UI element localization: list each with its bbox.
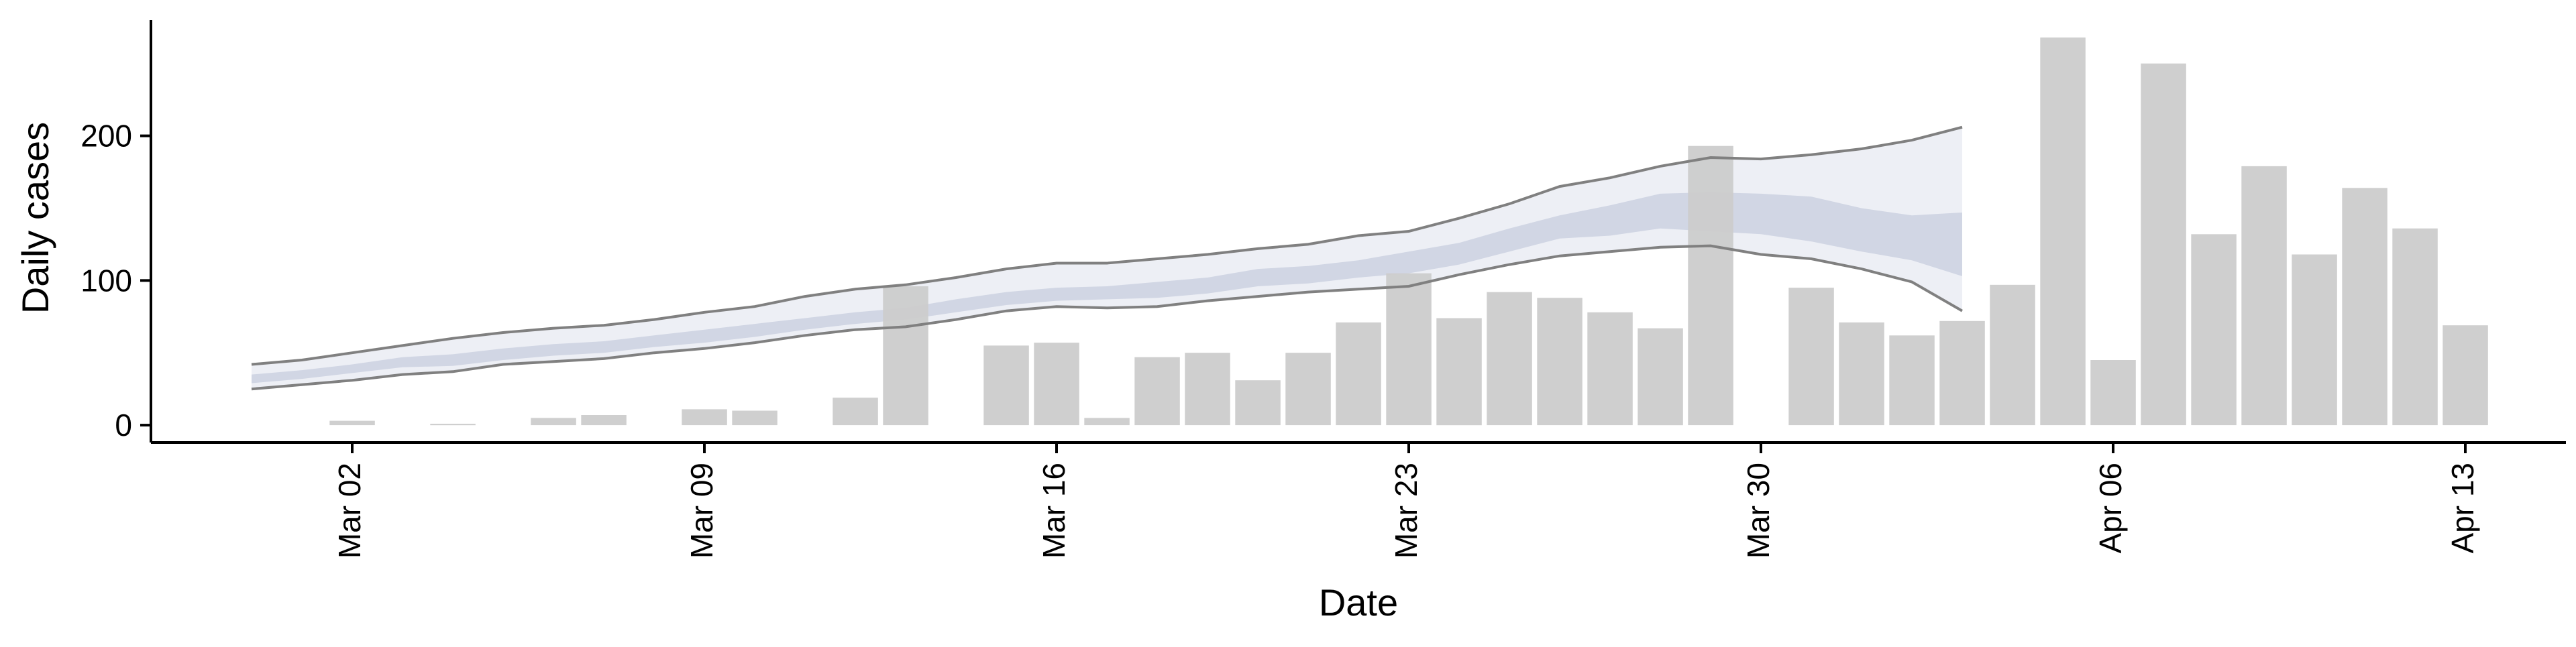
bar-2020-03-18 [1134, 357, 1180, 426]
bar-2020-03-07 [581, 415, 627, 426]
bar-2020-04-03 [1939, 320, 1985, 426]
y-axis-title: Daily cases [14, 122, 56, 314]
interval-band-90-area [252, 127, 1962, 390]
bar-2020-04-12 [2392, 228, 2438, 426]
bar-2020-04-09 [2241, 166, 2287, 426]
interval-band-50 [252, 192, 1962, 384]
x-axis-title: Date [1319, 581, 1398, 624]
interval-band-90 [252, 127, 1962, 390]
bar-2020-03-22 [1336, 322, 1381, 426]
bar-2020-03-02 [329, 420, 375, 426]
bar-2020-04-05 [2040, 37, 2086, 426]
bar-2020-03-28 [1638, 328, 1683, 426]
bar-2020-03-12 [833, 398, 878, 426]
bar-2020-04-10 [2292, 254, 2337, 426]
bar-2020-03-20 [1235, 380, 1281, 426]
y-ticks: 0 100 200 [80, 119, 151, 443]
bar-2020-04-11 [2342, 188, 2387, 426]
bar-group [329, 37, 2488, 426]
lower-interval-line [251, 244, 1963, 391]
bar-2020-04-02 [1889, 335, 1935, 426]
bar-2020-03-29 [1688, 145, 1733, 426]
x-tick-label: Mar 09 [684, 463, 719, 558]
y-tick-label: 200 [80, 119, 132, 154]
x-ticks: Mar 02 Mar 09 Mar 16 Mar 23 Mar 30 Apr 06 Apr … [332, 443, 2480, 558]
bar-2020-04-04 [1990, 284, 2035, 426]
bar-2020-04-07 [2141, 63, 2186, 426]
bar-2020-04-06 [2090, 360, 2136, 426]
bar-2020-03-10 [732, 410, 777, 426]
bar-2020-03-27 [1587, 312, 1633, 426]
interval-band-50-area [252, 192, 1962, 384]
upper-interval-line [251, 125, 1963, 366]
bar-2020-03-13 [883, 286, 928, 426]
bar-2020-03-15 [983, 345, 1029, 426]
x-tick-label: Mar 30 [1741, 463, 1776, 558]
y-tick-label: 0 [115, 408, 132, 443]
bar-2020-03-25 [1487, 292, 1532, 426]
bar-2020-03-16 [1034, 343, 1079, 426]
x-tick-label: Mar 23 [1389, 463, 1424, 558]
bar-2020-03-04 [430, 424, 476, 426]
bar-2020-03-24 [1436, 318, 1482, 426]
bar-2020-03-31 [1788, 288, 1834, 426]
bar-2020-04-01 [1839, 322, 1884, 426]
bar-2020-03-21 [1285, 353, 1331, 426]
axes [150, 20, 2566, 444]
x-tick-label: Mar 16 [1036, 463, 1071, 558]
interval-lines [251, 125, 1963, 391]
bar-2020-03-17 [1084, 418, 1130, 426]
x-tick-label: Mar 02 [332, 463, 367, 558]
bar-2020-04-13 [2443, 325, 2488, 426]
bar-2020-03-06 [531, 418, 576, 426]
bar-2020-03-09 [682, 409, 727, 426]
bar-2020-03-26 [1537, 298, 1582, 426]
bar-2020-03-19 [1185, 353, 1230, 426]
x-tick-label: Apr 13 [2445, 463, 2480, 554]
y-tick-label: 100 [80, 263, 132, 298]
x-tick-label: Apr 06 [2093, 463, 2128, 554]
bar-2020-03-23 [1386, 273, 1432, 426]
bar-2020-04-08 [2191, 234, 2237, 426]
